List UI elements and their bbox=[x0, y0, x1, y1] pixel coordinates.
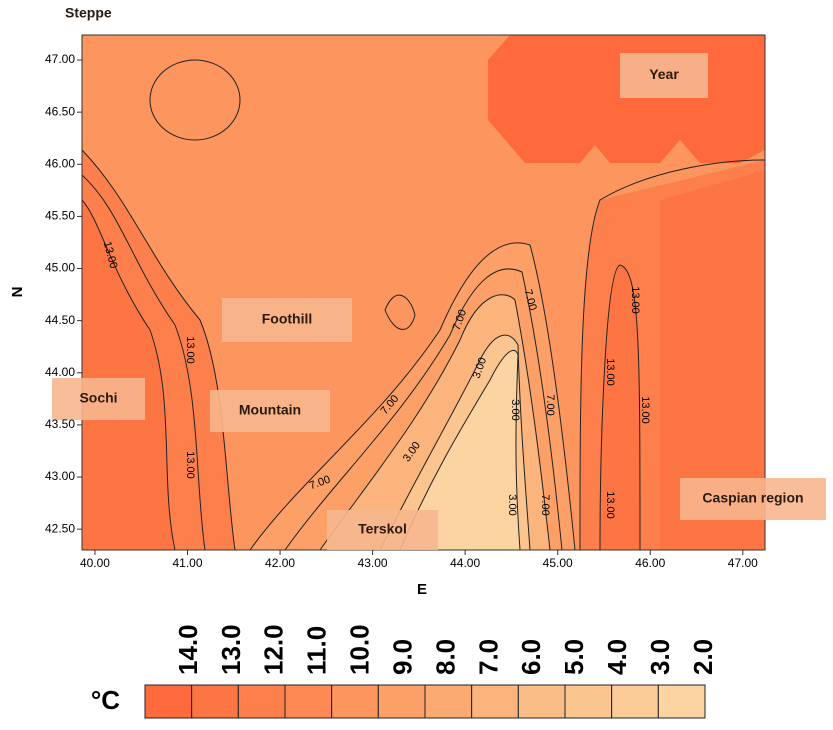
y-tick-label: 45.50 bbox=[45, 209, 75, 223]
region-label: Mountain bbox=[239, 402, 301, 418]
y-tick-label: 43.00 bbox=[45, 469, 75, 483]
region-label: Sochi bbox=[79, 390, 117, 406]
label-box bbox=[210, 390, 330, 432]
colorbar-cell bbox=[564, 684, 613, 719]
x-tick-label: 44.00 bbox=[450, 556, 480, 570]
contour-label: 3.00 bbox=[506, 494, 518, 515]
region bbox=[600, 265, 640, 550]
colorbar-tick-label: 4.0 bbox=[602, 639, 632, 675]
contour-label: 7.00 bbox=[539, 494, 551, 515]
colorbar-cell bbox=[471, 684, 519, 719]
contour-label: 13.00 bbox=[184, 336, 196, 364]
colorbar-cell bbox=[237, 684, 286, 719]
colorbar-cell bbox=[331, 684, 379, 719]
label-box bbox=[327, 510, 438, 550]
x-tick-label: 46.00 bbox=[635, 556, 665, 570]
colorbar-cell bbox=[424, 684, 473, 719]
colorbar-tick-label: 10.0 bbox=[345, 624, 375, 675]
colorbar-cell bbox=[657, 684, 706, 719]
contour-label: 13.00 bbox=[639, 396, 651, 424]
contour-label: 7.00 bbox=[544, 394, 556, 415]
colorbar-tick-label: 5.0 bbox=[559, 639, 589, 675]
y-tick-label: 47.00 bbox=[45, 52, 75, 66]
contour-label: 13.00 bbox=[184, 451, 196, 479]
region bbox=[82, 200, 175, 550]
x-tick-label: 41.00 bbox=[172, 556, 202, 570]
contour-fill bbox=[82, 35, 765, 550]
contour-lines bbox=[82, 59, 765, 550]
y-tick-label: 46.00 bbox=[45, 156, 75, 170]
colorbar-cell bbox=[191, 684, 239, 719]
colorbar-tick-label: 14.0 bbox=[173, 624, 203, 675]
colorbar-cell bbox=[611, 684, 659, 719]
region bbox=[660, 170, 765, 550]
x-tick-label: 43.00 bbox=[358, 556, 388, 570]
label-box bbox=[620, 53, 708, 98]
y-tick-label: 44.50 bbox=[45, 313, 75, 327]
colorbar-cell bbox=[517, 684, 566, 719]
region-label: Foothill bbox=[262, 311, 313, 327]
x-tick-label: 40.00 bbox=[80, 556, 110, 570]
colorbar-unit: °C bbox=[91, 685, 120, 715]
colorbar-tick-label: 9.0 bbox=[387, 639, 417, 675]
colorbar-tick-label: 3.0 bbox=[645, 639, 675, 675]
colorbar-tick-label: 7.0 bbox=[473, 639, 503, 675]
y-tick-label: 45.00 bbox=[45, 261, 75, 275]
contour-label: 7.00 bbox=[522, 288, 539, 312]
colorbar-tick-label: 13.0 bbox=[216, 624, 246, 675]
label-box bbox=[222, 298, 352, 342]
label-box bbox=[680, 478, 826, 520]
y-tick-label: 43.50 bbox=[45, 417, 75, 431]
colorbar-cell bbox=[144, 684, 193, 719]
contour-label: 13.00 bbox=[604, 358, 616, 386]
colorbar-tick-label: 8.0 bbox=[430, 639, 460, 675]
contour-label: 13.00 bbox=[629, 286, 641, 314]
colorbar-tick-label: 11.0 bbox=[302, 626, 332, 675]
x-axis-label: E bbox=[417, 581, 427, 598]
y-tick-label: 46.50 bbox=[45, 104, 75, 118]
label-box bbox=[52, 378, 145, 420]
region-label: Terskol bbox=[358, 521, 407, 537]
y-tick-label: 42.50 bbox=[45, 521, 75, 535]
region bbox=[400, 350, 520, 550]
x-tick-label: 42.00 bbox=[265, 556, 295, 570]
colorbar-tick-label: 2.0 bbox=[688, 639, 718, 675]
contour-label: 3.00 bbox=[509, 399, 521, 420]
y-tick-label: 44.00 bbox=[45, 365, 75, 379]
colorbar-cell bbox=[284, 684, 333, 719]
region-label: Year bbox=[649, 66, 679, 82]
x-tick-label: 45.00 bbox=[543, 556, 573, 570]
region-label: Steppe bbox=[65, 5, 112, 21]
region-label: Caspian region bbox=[702, 490, 803, 506]
colorbar-tick-label: 12.0 bbox=[259, 624, 289, 675]
contour-label: 13.00 bbox=[604, 491, 616, 519]
colorbar-cell bbox=[377, 684, 426, 719]
x-tick-label: 47.00 bbox=[728, 556, 758, 570]
colorbar-tick-label: 6.0 bbox=[516, 639, 546, 675]
y-axis-label: N bbox=[9, 287, 26, 298]
